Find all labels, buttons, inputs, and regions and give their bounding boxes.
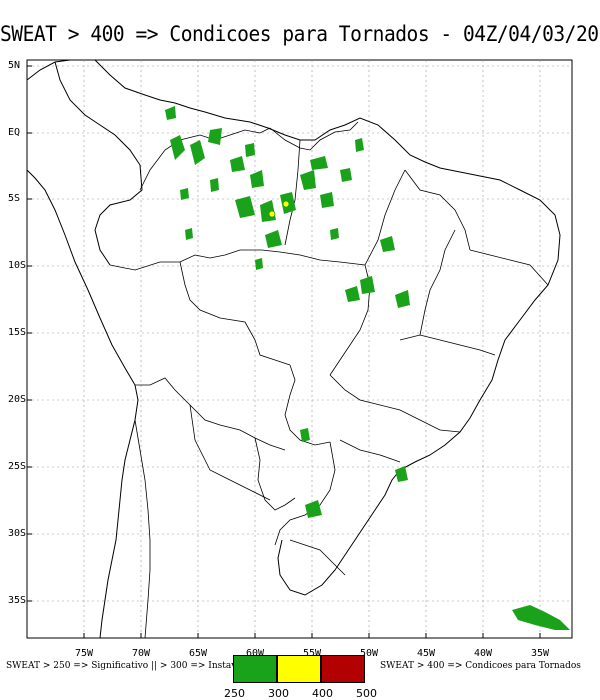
colorbar-swatch-yellow bbox=[277, 655, 321, 683]
lat-label-5s: 5S bbox=[8, 193, 21, 204]
grid-lines bbox=[27, 60, 572, 638]
lon-label-70w: 70W bbox=[132, 648, 151, 659]
sweat-green-areas bbox=[165, 106, 570, 630]
lat-label-25s: 25S bbox=[8, 461, 27, 472]
lon-label-45w: 45W bbox=[417, 648, 436, 659]
colorbar-swatch-red bbox=[321, 655, 365, 683]
map-title: SWEAT > 400 => Condicoes para Tornados -… bbox=[0, 22, 600, 46]
lon-label-55w: 55W bbox=[303, 648, 322, 659]
colorbar-tick-500: 500 bbox=[356, 687, 377, 700]
lon-label-60w: 60W bbox=[246, 648, 265, 659]
legend-left-text: SWEAT > 250 => Significativo || > 300 =>… bbox=[6, 661, 245, 671]
lon-label-40w: 40W bbox=[474, 648, 493, 659]
lon-label-35w: 35W bbox=[531, 648, 550, 659]
lat-label-20s: 20S bbox=[8, 394, 27, 405]
colorbar-tick-400: 400 bbox=[312, 687, 333, 700]
lat-label-15s: 15S bbox=[8, 327, 27, 338]
lon-label-50w: 50W bbox=[360, 648, 379, 659]
lat-label-10s: 10S bbox=[8, 260, 27, 271]
lat-label-35s: 35S bbox=[8, 595, 27, 606]
lon-label-65w: 65W bbox=[189, 648, 208, 659]
legend-right-text: SWEAT > 400 => Condicoes para Tornados bbox=[380, 661, 581, 671]
colorbar-tick-300: 300 bbox=[268, 687, 289, 700]
lon-label-75w: 75W bbox=[75, 648, 94, 659]
lat-label-eq: EQ bbox=[8, 127, 21, 138]
colorbar-tick-250: 250 bbox=[224, 687, 245, 700]
lat-label-30s: 30S bbox=[8, 528, 27, 539]
coastline bbox=[26, 59, 561, 639]
lat-label-5n: 5N bbox=[8, 60, 21, 71]
tick-marks bbox=[27, 65, 541, 638]
sweat-yellow-areas bbox=[268, 200, 290, 218]
colorbar-swatch-green bbox=[233, 655, 277, 683]
map-frame bbox=[26, 59, 573, 639]
